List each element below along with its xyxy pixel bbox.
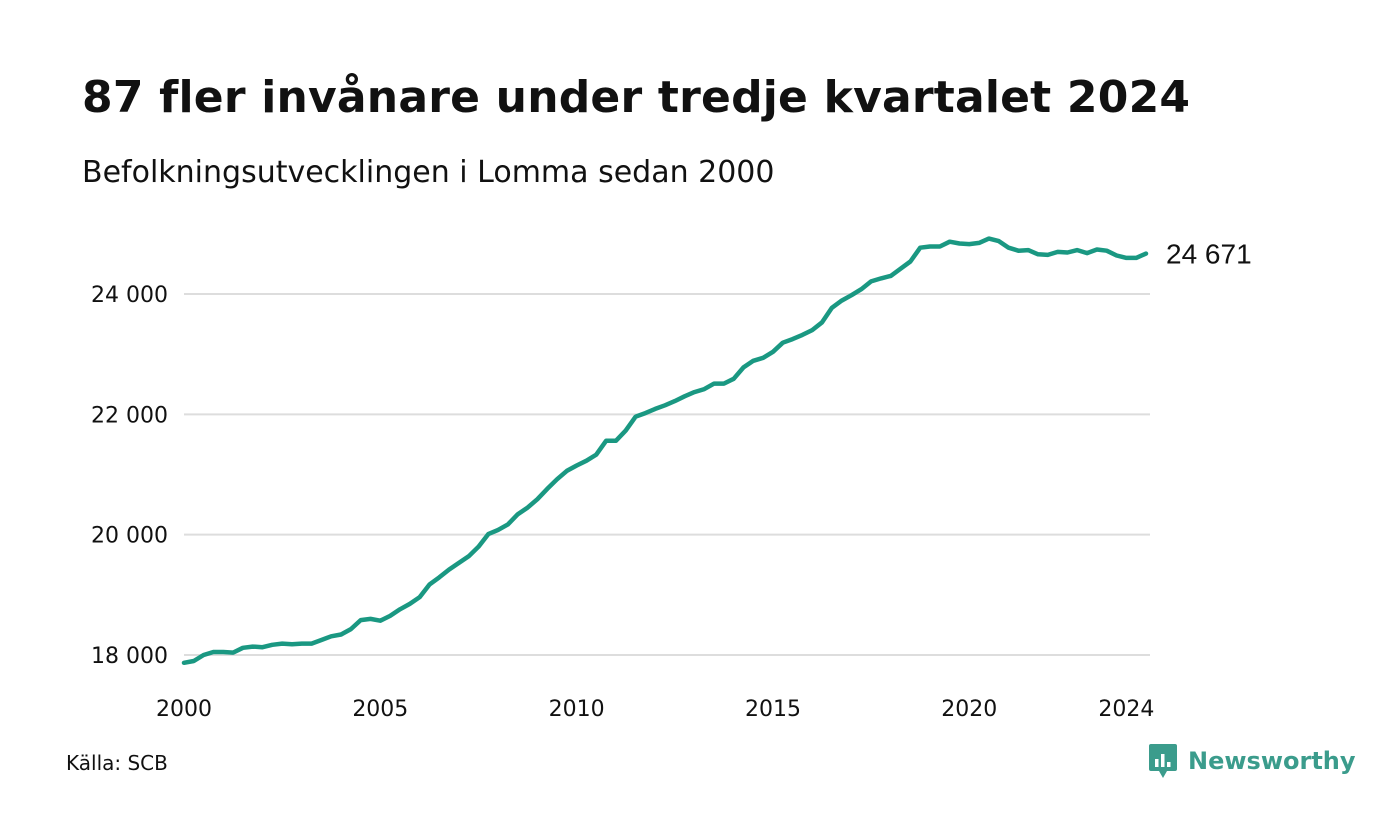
y-tick-label: 18 000 xyxy=(91,644,168,669)
newsworthy-logo: Newsworthy xyxy=(1148,742,1356,780)
series-line-population xyxy=(181,236,1149,666)
chart-subtitle: Befolkningsutvecklingen i Lomma sedan 20… xyxy=(82,155,775,190)
y-tick-label: 24 000 xyxy=(91,283,168,308)
x-tick-label: 2010 xyxy=(549,697,605,722)
newsworthy-chart-icon xyxy=(1149,744,1177,778)
x-tick-label: 2005 xyxy=(352,697,408,722)
y-tick-label: 22 000 xyxy=(91,403,168,428)
end-value-label: 24 671 xyxy=(1166,239,1252,270)
x-axis-ticks: 2000 2005 2010 2015 2020 2024 xyxy=(156,697,1154,722)
x-tick-label: 2015 xyxy=(745,697,801,722)
logo-text: Newsworthy xyxy=(1188,747,1356,775)
gridlines xyxy=(184,293,1150,656)
x-tick-label: 2000 xyxy=(156,697,212,722)
y-tick-label: 20 000 xyxy=(91,524,168,549)
x-tick-label: 2020 xyxy=(941,697,997,722)
y-axis-ticks: 18 000 20 000 22 000 24 000 xyxy=(91,283,168,669)
chart-title: 87 fler invånare under tredje kvartalet … xyxy=(82,72,1191,123)
source-note: Källa: SCB xyxy=(66,751,168,775)
x-tick-label: 2024 xyxy=(1098,697,1154,722)
